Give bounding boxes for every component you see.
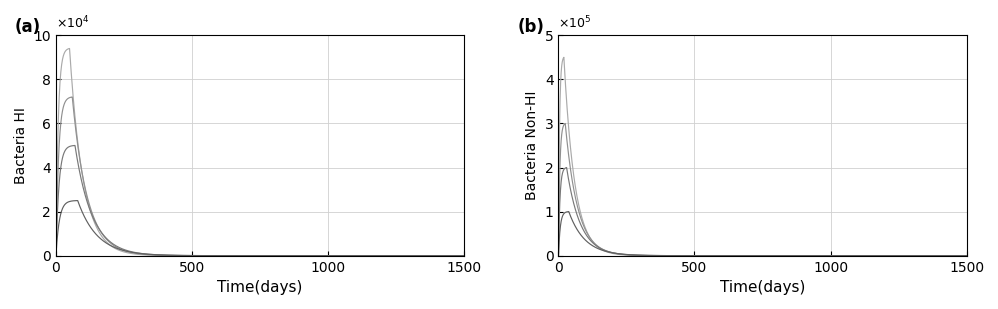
X-axis label: Time(days): Time(days) bbox=[218, 280, 302, 295]
Text: $\times10^{5}$: $\times10^{5}$ bbox=[559, 14, 592, 31]
Y-axis label: Bacteria Non-HI: Bacteria Non-HI bbox=[525, 91, 539, 200]
Y-axis label: Bacteria HI: Bacteria HI bbox=[14, 107, 28, 184]
Text: (b): (b) bbox=[518, 18, 545, 36]
Text: (a): (a) bbox=[15, 18, 41, 36]
Text: $\times10^{4}$: $\times10^{4}$ bbox=[56, 14, 90, 31]
X-axis label: Time(days): Time(days) bbox=[720, 280, 805, 295]
